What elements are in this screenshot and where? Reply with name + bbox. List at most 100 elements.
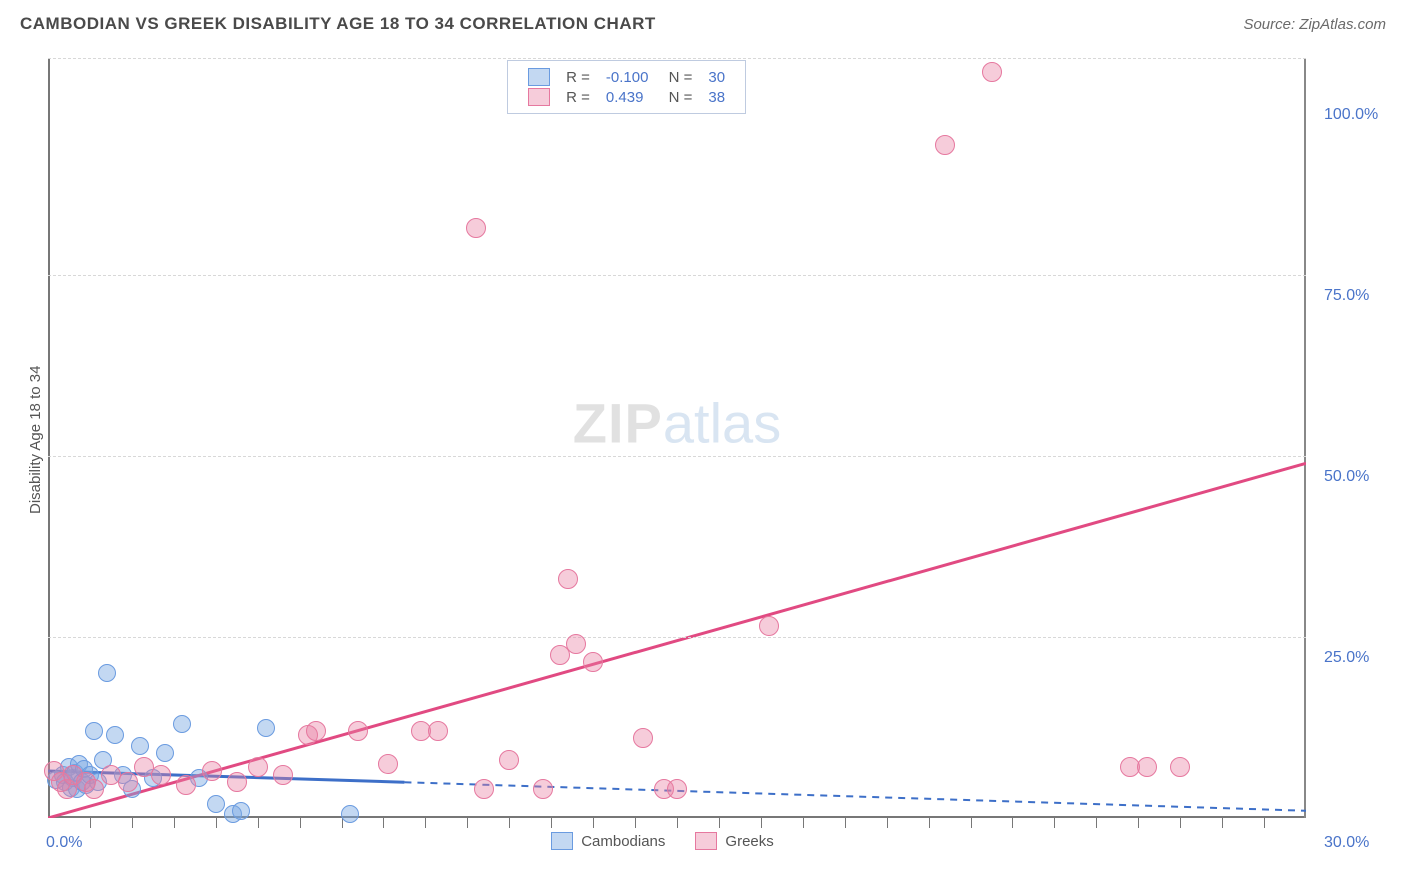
x-tick xyxy=(635,818,636,828)
x-tick xyxy=(1264,818,1265,828)
regression-lines xyxy=(48,58,1306,818)
grid-line xyxy=(48,456,1306,457)
x-tick xyxy=(761,818,762,828)
data-point xyxy=(558,569,578,589)
x-tick xyxy=(719,818,720,828)
grid-line xyxy=(48,275,1306,276)
x-tick xyxy=(887,818,888,828)
chart-source: Source: ZipAtlas.com xyxy=(1243,16,1386,33)
data-point xyxy=(466,218,486,238)
swatch-greeks xyxy=(528,88,550,106)
y-tick-label: 25.0% xyxy=(1324,649,1369,667)
y-axis-label: Disability Age 18 to 34 xyxy=(27,366,44,514)
legend-item: Greeks xyxy=(695,832,773,850)
y-axis-line-right xyxy=(1304,58,1306,818)
legend-label: Greeks xyxy=(725,833,773,850)
watermark-atlas: atlas xyxy=(663,391,781,454)
legend-item: Cambodians xyxy=(551,832,665,850)
x-tick xyxy=(300,818,301,828)
regression-line-solid xyxy=(48,463,1306,818)
data-point xyxy=(1137,757,1157,777)
legend-r-value: -0.100 xyxy=(598,67,657,87)
data-point xyxy=(378,754,398,774)
x-tick xyxy=(1012,818,1013,828)
x-tick xyxy=(677,818,678,828)
data-point xyxy=(935,135,955,155)
x-tick xyxy=(90,818,91,828)
x-tick xyxy=(509,818,510,828)
y-axis-line xyxy=(48,58,50,818)
data-point xyxy=(85,722,103,740)
x-tick xyxy=(551,818,552,828)
data-point xyxy=(633,728,653,748)
x-tick xyxy=(216,818,217,828)
data-point xyxy=(156,744,174,762)
data-point xyxy=(248,757,268,777)
legend-n-value: 30 xyxy=(700,67,733,87)
y-tick-label: 50.0% xyxy=(1324,468,1369,486)
data-point xyxy=(474,779,494,799)
y-tick-label: 100.0% xyxy=(1324,106,1378,124)
data-point xyxy=(583,652,603,672)
data-point xyxy=(131,737,149,755)
legend-n-label: N = xyxy=(656,87,700,107)
watermark: ZIPatlas xyxy=(573,390,781,455)
legend-r-label: R = xyxy=(558,87,598,107)
data-point xyxy=(202,761,222,781)
x-tick xyxy=(1138,818,1139,828)
data-point xyxy=(151,765,171,785)
data-point xyxy=(98,664,116,682)
legend-r-value: 0.439 xyxy=(598,87,657,107)
watermark-zip: ZIP xyxy=(573,391,663,454)
data-point xyxy=(533,779,553,799)
data-point xyxy=(566,634,586,654)
x-tick xyxy=(467,818,468,828)
legend-r-label: R = xyxy=(558,67,598,87)
x-tick-label: 0.0% xyxy=(46,834,82,852)
y-tick-label: 75.0% xyxy=(1324,287,1369,305)
data-point xyxy=(227,772,247,792)
x-tick xyxy=(929,818,930,828)
data-point xyxy=(273,765,293,785)
data-point xyxy=(257,719,275,737)
legend-n-value: 38 xyxy=(700,87,733,107)
x-tick xyxy=(1054,818,1055,828)
data-point xyxy=(1170,757,1190,777)
chart-title: CAMBODIAN VS GREEK DISABILITY AGE 18 TO … xyxy=(20,14,656,34)
legend-row-cambodians: R = -0.100 N = 30 xyxy=(520,67,733,87)
x-tick xyxy=(383,818,384,828)
legend-swatch xyxy=(551,832,573,850)
data-point xyxy=(232,802,250,820)
x-tick xyxy=(132,818,133,828)
swatch-cambodians xyxy=(528,68,550,86)
data-point xyxy=(759,616,779,636)
legend-n-label: N = xyxy=(656,67,700,87)
data-point xyxy=(667,779,687,799)
x-tick-label: 30.0% xyxy=(1324,834,1369,852)
data-point xyxy=(306,721,326,741)
x-tick xyxy=(174,818,175,828)
legend-correlation: R = -0.100 N = 30 R = 0.439 N = 38 xyxy=(507,60,746,114)
x-tick xyxy=(1180,818,1181,828)
data-point xyxy=(499,750,519,770)
data-point xyxy=(84,779,104,799)
grid-line xyxy=(48,58,1306,59)
data-point xyxy=(341,805,359,823)
data-point xyxy=(348,721,368,741)
legend-swatch xyxy=(695,832,717,850)
chart-header: CAMBODIAN VS GREEK DISABILITY AGE 18 TO … xyxy=(0,0,1406,48)
data-point xyxy=(173,715,191,733)
legend-series: Cambodians Greeks xyxy=(551,832,774,850)
x-tick xyxy=(971,818,972,828)
data-point xyxy=(118,772,138,792)
x-tick xyxy=(593,818,594,828)
data-point xyxy=(428,721,448,741)
data-point xyxy=(106,726,124,744)
plot-area: ZIPatlas xyxy=(48,58,1306,818)
x-tick xyxy=(845,818,846,828)
x-tick xyxy=(425,818,426,828)
data-point xyxy=(207,795,225,813)
data-point xyxy=(176,775,196,795)
x-tick xyxy=(1222,818,1223,828)
grid-line xyxy=(48,637,1306,638)
